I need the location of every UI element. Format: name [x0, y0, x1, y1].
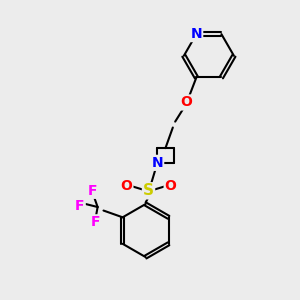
Text: F: F: [91, 215, 100, 229]
Text: S: S: [143, 183, 154, 198]
Text: O: O: [121, 179, 132, 194]
Text: F: F: [75, 199, 85, 212]
Text: F: F: [88, 184, 97, 198]
Text: N: N: [152, 156, 163, 170]
Text: N: N: [190, 27, 202, 41]
Text: O: O: [180, 95, 192, 110]
Text: O: O: [165, 179, 176, 194]
